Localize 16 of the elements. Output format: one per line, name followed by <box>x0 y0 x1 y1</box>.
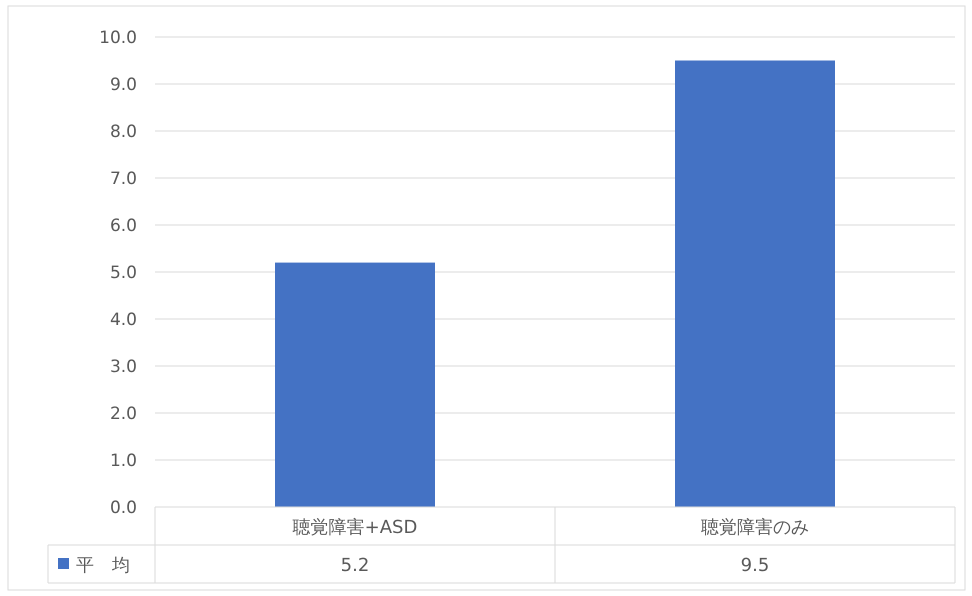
y-tick-label: 10.0 <box>99 28 137 48</box>
y-tick-label: 2.0 <box>110 404 137 424</box>
y-tick-label: 8.0 <box>110 122 137 142</box>
y-tick-label: 6.0 <box>110 216 137 236</box>
y-tick-label: 3.0 <box>110 357 137 377</box>
y-tick-label: 0.0 <box>110 498 137 518</box>
y-tick-label: 5.0 <box>110 263 137 283</box>
data-label: 9.5 <box>740 555 770 576</box>
y-tick-label: 9.0 <box>110 75 137 95</box>
y-tick-label: 4.0 <box>110 310 137 330</box>
y-tick-label: 1.0 <box>110 451 137 471</box>
x-tick-label: 聴覚障害+ASD <box>292 517 418 538</box>
x-tick-label: 聴覚障害のみ <box>701 517 809 538</box>
legend-label: 平 均 <box>76 555 130 576</box>
y-tick-label: 7.0 <box>110 169 137 189</box>
data-label: 5.2 <box>340 555 370 576</box>
